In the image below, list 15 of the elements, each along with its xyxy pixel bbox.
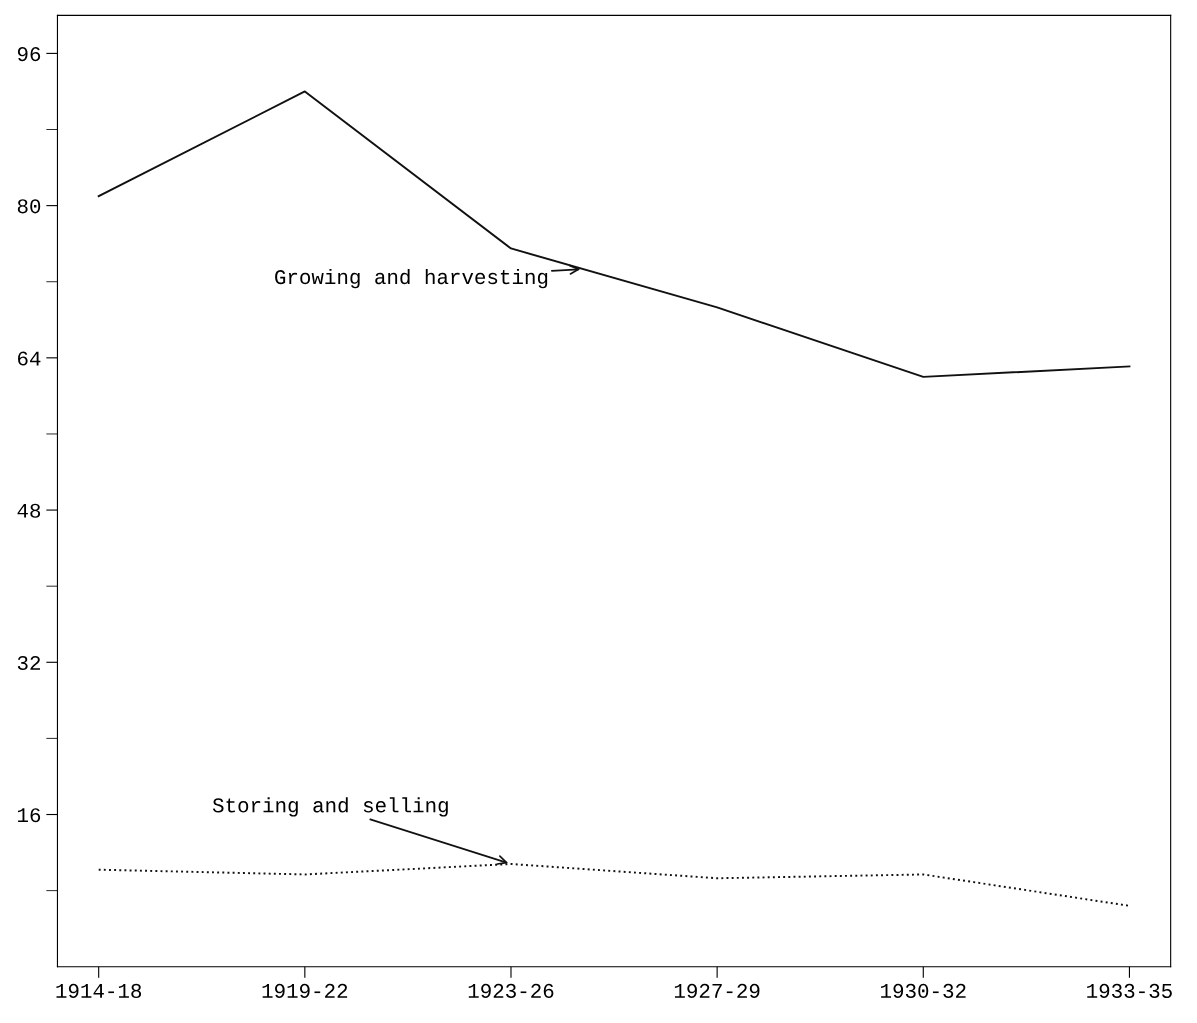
annotation: Storing and selling	[212, 797, 448, 817]
x-tick-label: 1923-26	[468, 983, 554, 999]
y-tick-label: 96	[17, 47, 41, 62]
line-series	[97, 90, 1131, 378]
y-tick-label: 32	[17, 655, 41, 671]
x-tick-label: 1914-18	[56, 983, 142, 999]
x-tick-label: 1919-22	[262, 983, 348, 999]
x-tick-label: 1930-32	[881, 983, 966, 999]
annotation: Growing and harvesting	[275, 268, 548, 289]
y-tick-label: 48	[17, 503, 41, 518]
x-tick-label: 1927-29	[674, 983, 760, 999]
y-tick-label: 80	[17, 199, 41, 214]
y-tick-label: 64	[18, 351, 41, 366]
x-tick-label: 1933-35	[1087, 983, 1172, 999]
y-tick-label: 16	[17, 808, 41, 823]
